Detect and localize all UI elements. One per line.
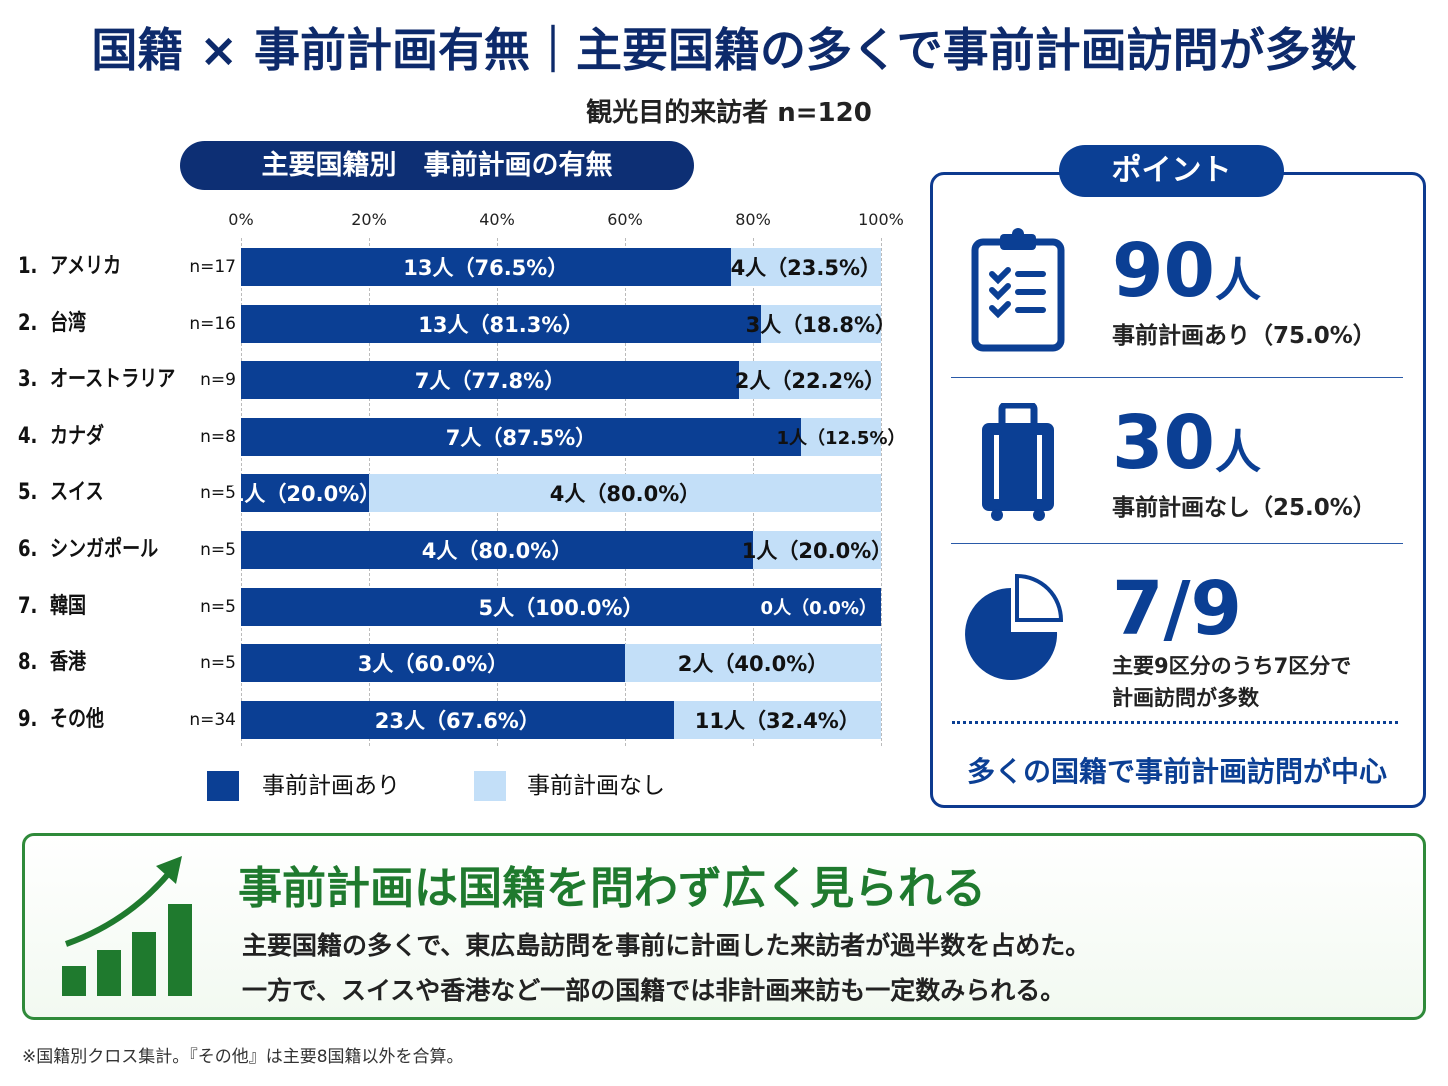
bar-row: 1人（20.0%） 4人（80.0%）	[230, 474, 881, 513]
bar-planned: 1人（20.0%）	[230, 474, 380, 513]
point-title: ポイント	[1059, 145, 1284, 197]
x-tick-label: 20%	[351, 210, 387, 229]
category-label: 6. シンガポール	[18, 537, 159, 562]
bar-planned: 7人（77.8%）	[241, 361, 739, 400]
bar-value-label: 0人（0.0%）	[760, 597, 877, 619]
bar-unplanned: 4人（23.5%）	[731, 248, 881, 286]
bar-row: 4人（80.0%） 1人（20.0%）	[241, 531, 892, 569]
legend-label-planned: 事前計画あり	[262, 773, 400, 799]
bar-planned: 3人（60.0%）	[241, 644, 625, 683]
sample-size: n=34	[189, 709, 236, 730]
bar-value-label: 2人（22.2%）	[734, 369, 886, 394]
category-label: 4. カナダ	[18, 423, 105, 449]
sample-size: n=9	[200, 370, 236, 391]
sample-size: n=16	[189, 313, 236, 334]
bar-planned: 7人（87.5%）	[241, 417, 801, 456]
bar-value-label: 11人（32.4%）	[694, 708, 860, 733]
ratio-desc-2: 計画訪問が多数	[1112, 686, 1259, 710]
bar-unplanned: 1人（20.0%）	[742, 531, 892, 569]
chart-title: 主要国籍別 事前計画の有無	[180, 141, 694, 190]
summary-heading: 事前計画は国籍を問わず広く見られる	[238, 863, 986, 914]
legend-swatch-unplanned	[474, 771, 506, 801]
bar-row: 13人（81.3%） 3人（18.8%）	[241, 304, 896, 343]
page-subtitle: 観光目的来訪者 n=120	[586, 98, 872, 128]
bar-unplanned: 1人（12.5%）	[777, 417, 906, 456]
pie-chart-icon	[965, 574, 1064, 680]
sample-size: n=5	[200, 653, 236, 674]
bar-unplanned: 4人（80.0%）	[369, 474, 881, 513]
bar-value-label: 13人（76.5%）	[403, 256, 569, 280]
bar-value-label: 1人（20.0%）	[741, 539, 893, 563]
point-conclusion: 多くの国籍で事前計画訪問が中心	[966, 755, 1387, 788]
bar-unplanned: 11人（32.4%）	[673, 700, 881, 739]
bar-row: 23人（67.6%） 11人（32.4%）	[241, 700, 881, 739]
sample-size: n=8	[200, 426, 236, 447]
category-label: 5. スイス	[18, 480, 104, 506]
bar-planned: 5人（100.0%）	[241, 587, 881, 626]
footnote: ※国籍別クロス集計。『その他』は主要8国籍以外を合算。	[22, 1047, 464, 1067]
page-title: 国籍 × 事前計画有無｜主要国籍の多くで事前計画訪問が多数	[91, 23, 1357, 77]
bar-value-label: 3人（60.0%）	[357, 652, 509, 677]
category-label: 2. 台湾	[18, 310, 87, 336]
bar-unplanned: 2人（22.2%）	[735, 361, 885, 400]
bar-value-label: 4人（80.0%）	[549, 482, 701, 507]
bar-row: 3人（60.0%） 2人（40.0%）	[241, 644, 881, 683]
divider	[951, 377, 1403, 378]
bar-value-label: 7人（87.5%）	[445, 425, 597, 450]
suitcase-icon	[982, 403, 1054, 521]
bar-value-label: 23人（67.6%）	[374, 708, 540, 733]
bar-value-label: 4人（23.5%）	[730, 256, 882, 280]
x-tick-label: 60%	[607, 210, 643, 229]
bar-value-label: 13人（81.3%）	[418, 312, 584, 337]
summary-box	[22, 833, 1426, 1020]
ratio-desc: 主要9区分のうち7区分で	[1112, 654, 1352, 678]
bar-value-label: 2人（40.0%）	[677, 652, 829, 677]
unplanned-desc: 事前計画なし（25.0%）	[1112, 495, 1376, 521]
gridline	[881, 238, 882, 746]
category-label: 8. 香港	[18, 650, 87, 676]
summary-line-2: 一方で、スイスや香港など一部の国籍では非計画来訪も一定数みられる。	[242, 976, 1066, 1005]
bar-row: 5人（100.0%） 0人（0.0%）	[241, 587, 881, 626]
growth-chart-icon	[62, 856, 192, 996]
planned-desc: 事前計画あり（75.0%）	[1112, 323, 1376, 349]
x-tick-label: 40%	[479, 210, 515, 229]
planned-count: 90人	[1112, 228, 1261, 314]
dotted-divider	[952, 721, 1398, 724]
legend-label-unplanned: 事前計画なし	[527, 773, 665, 799]
x-tick-label: 80%	[735, 210, 771, 229]
bar-value-label: 4人（80.0%）	[421, 539, 573, 563]
bar-row: 7人（87.5%） 1人（12.5%）	[241, 417, 906, 456]
legend-swatch-planned	[207, 771, 239, 801]
clipboard-checklist-icon	[971, 228, 1065, 352]
bar-planned: 23人（67.6%）	[241, 700, 674, 739]
bar-planned: 4人（80.0%）	[241, 531, 753, 569]
summary-line-1: 主要国籍の多くで、東広島訪問を事前に計画した来訪者が過半数を占めた。	[242, 931, 1091, 960]
category-label: 9. その他	[18, 706, 105, 732]
divider	[951, 543, 1403, 544]
bar-unplanned: 2人（40.0%）	[625, 644, 881, 683]
majority-ratio: 7/9	[1112, 566, 1243, 652]
bar-row: 13人（76.5%） 4人（23.5%）	[241, 248, 881, 286]
bar-unplanned: 3人（18.8%）	[746, 304, 896, 343]
bar-planned: 13人（81.3%）	[241, 304, 761, 343]
category-label: 3. オーストラリア	[18, 367, 176, 393]
bar-row: 7人（77.8%） 2人（22.2%）	[241, 361, 885, 400]
category-label: 1. アメリカ	[18, 254, 122, 279]
bar-value-label: 5人（100.0%）	[478, 595, 644, 620]
sample-size: n=5	[200, 540, 236, 560]
unplanned-count: 30人	[1112, 400, 1261, 486]
sample-size: n=5	[200, 596, 236, 617]
bar-value-label: 7人（77.8%）	[414, 369, 566, 394]
bar-value-label: 1人（20.0%）	[229, 482, 381, 507]
bar-value-label: 3人（18.8%）	[745, 312, 897, 337]
sample-size: n=5	[200, 483, 236, 504]
bar-planned: 13人（76.5%）	[241, 248, 731, 286]
sample-size: n=17	[189, 257, 236, 277]
bar-value-label: 1人（12.5%）	[776, 427, 906, 449]
category-label: 7. 韓国	[18, 593, 87, 619]
x-tick-label: 100%	[858, 210, 904, 229]
x-tick-label: 0%	[228, 210, 254, 229]
